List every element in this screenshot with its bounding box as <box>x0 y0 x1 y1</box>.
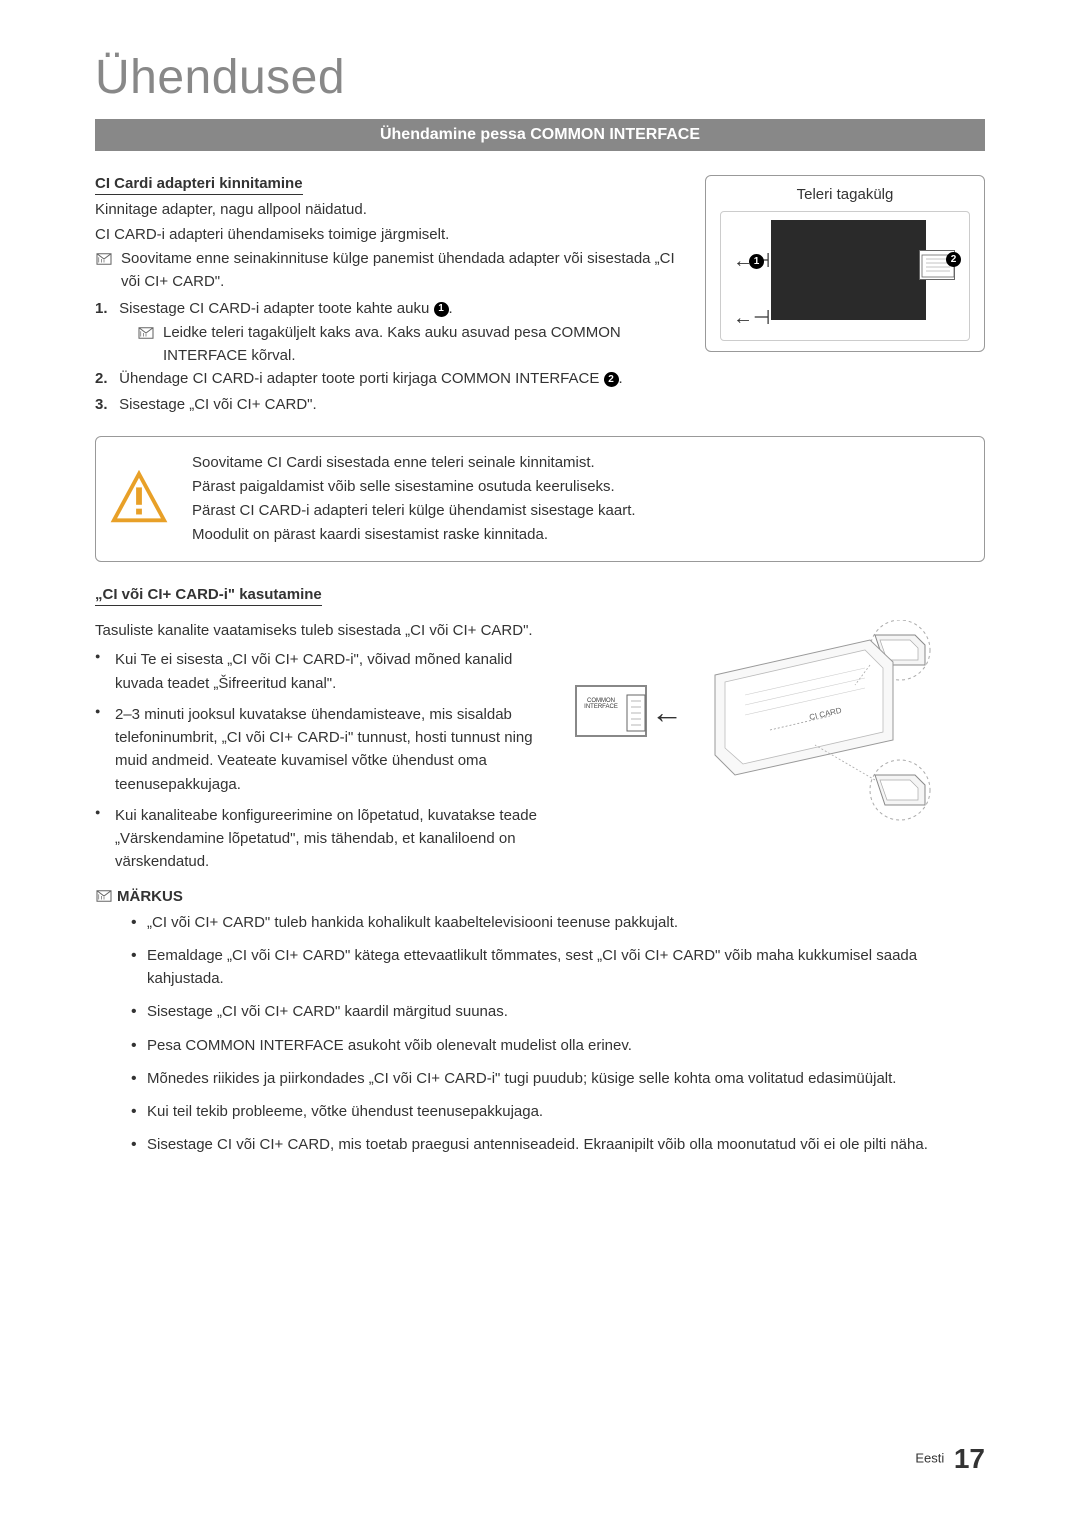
note-icon <box>95 889 113 903</box>
markus-item4: Pesa COMMON INTERFACE asukoht võib olene… <box>131 1034 985 1057</box>
main-title: Ühendused <box>95 50 985 105</box>
warning-line4: Moodulit on pärast kaardi sisestamist ra… <box>192 523 636 547</box>
page-footer: Eesti 17 <box>915 1443 985 1475</box>
circle-1-icon: 1 <box>434 302 449 317</box>
step1-text: Sisestage CI CARD-i adapter toote kahte … <box>119 300 433 317</box>
markus-item7: Sisestage CI või CI+ CARD, mis toetab pr… <box>131 1133 985 1156</box>
note-icon <box>95 248 117 271</box>
step2-text: Ühendage CI CARD-i adapter toote porti k… <box>119 370 603 387</box>
markus-item1: „CI või CI+ CARD" tuleb hankida kohaliku… <box>131 911 985 934</box>
footer-lang: Eesti <box>915 1450 944 1465</box>
warning-line3: Pärast CI CARD-i adapteri teleri külge ü… <box>192 499 636 523</box>
card-stack-svg: CI CARD <box>675 620 945 840</box>
slot-label: COMMON INTERFACE <box>581 698 621 710</box>
note-icon <box>137 322 159 345</box>
section1-line1: Kinnitage adapter, nagu allpool näidatud… <box>95 199 685 222</box>
page-number: 17 <box>954 1443 985 1474</box>
warning-box: Soovitame CI Cardi sisestada enne teleri… <box>95 436 985 562</box>
section2-intro: Tasuliste kanalite vaatamiseks tuleb sis… <box>95 620 555 643</box>
subsection1-title: CI Cardi adapteri kinnitamine <box>95 175 303 195</box>
warning-icon <box>110 470 168 528</box>
warning-line1: Soovitame CI Cardi sisestada enne teleri… <box>192 451 636 475</box>
markus-item5: Mõnedes riikides ja piirkondades „CI või… <box>131 1067 985 1090</box>
step1-num: 1. <box>95 297 115 320</box>
section2-bullet1: Kui Te ei sisesta „CI või CI+ CARD-i", v… <box>95 648 555 695</box>
section1-note1: Soovitame enne seinakinnituse külge pane… <box>121 248 685 293</box>
arrow-icon: ←⊣ <box>733 305 770 330</box>
markus-header: MÄRKUS <box>117 888 183 905</box>
circle-1-icon: 1 <box>749 254 764 269</box>
circle-2-icon: 2 <box>946 252 961 267</box>
step1-note: Leidke teleri tagaküljelt kaks ava. Kaks… <box>163 322 685 367</box>
step2-num: 2. <box>95 367 115 390</box>
section2-bullet3: Kui kanaliteabe konfigureerimine on lõpe… <box>95 804 555 874</box>
circle-2-icon: 2 <box>604 372 619 387</box>
markus-item3: Sisestage „CI või CI+ CARD" kaardil märg… <box>131 1000 985 1023</box>
section2-bullet2: 2–3 minuti jooksul kuvatakse ühendamiste… <box>95 703 555 796</box>
section-banner: Ühendamine pessa COMMON INTERFACE <box>95 119 985 151</box>
section1-line2: CI CARD-i adapteri ühendamiseks toimige … <box>95 224 685 247</box>
tv-diagram-label: Teleri tagakülg <box>720 186 970 203</box>
tv-back-diagram: ←⊣ ←⊣ 1 2 <box>720 211 970 341</box>
warning-line2: Pärast paigaldamist võib selle sisestami… <box>192 475 636 499</box>
tv-diagram-container: Teleri tagakülg ←⊣ ←⊣ 1 2 <box>705 175 985 352</box>
step3-text: Sisestage „CI või CI+ CARD". <box>119 396 316 413</box>
step3-num: 3. <box>95 393 115 416</box>
markus-item6: Kui teil tekib probleeme, võtke ühendust… <box>131 1100 985 1123</box>
subsection2-title: „CI või CI+ CARD-i" kasutamine <box>95 586 322 606</box>
card-insert-diagram: COMMON INTERFACE ← CI CARD <box>575 620 985 840</box>
markus-item2: Eemaldage „CI või CI+ CARD" kätega ettev… <box>131 944 985 991</box>
